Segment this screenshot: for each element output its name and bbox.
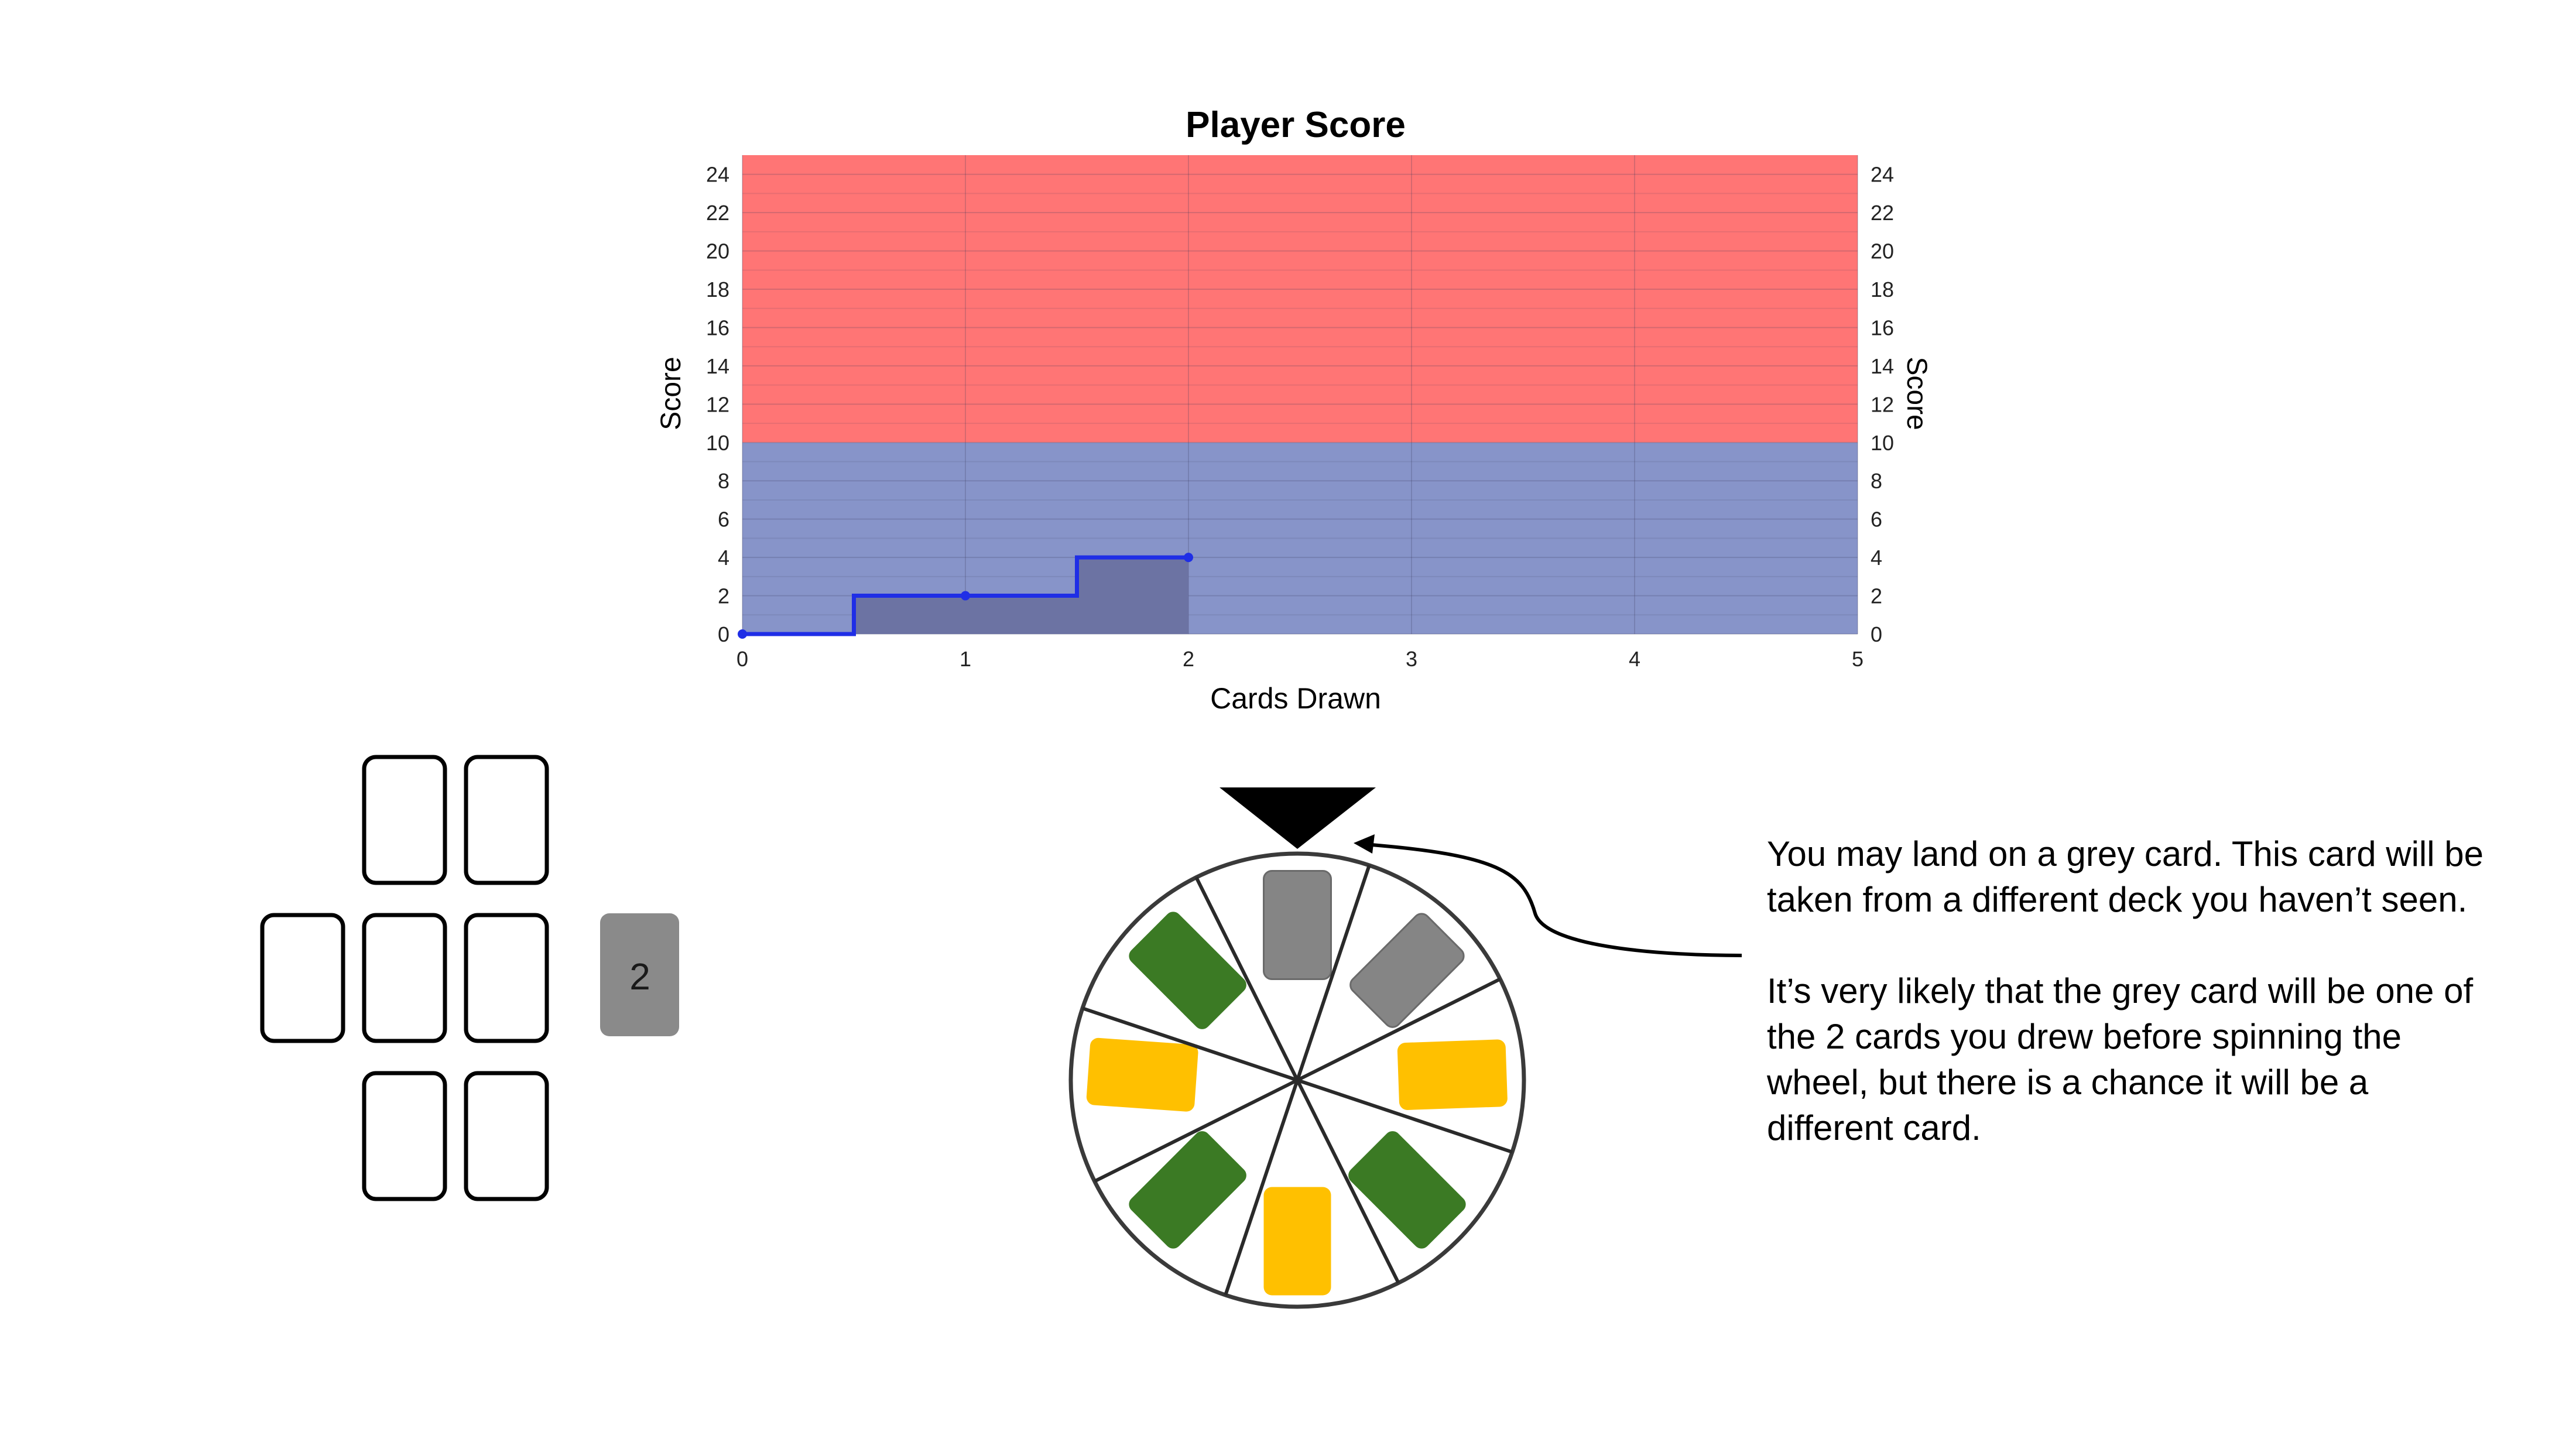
wheel-divider (1224, 1080, 1299, 1296)
y-tick-label-left: 0 (718, 622, 729, 646)
y-tick-label-left: 6 (718, 508, 729, 532)
card-slot-5 (464, 913, 549, 1043)
annotation-text: You may land on a grey card. This card w… (1767, 831, 2499, 1151)
chart-grid (742, 155, 1858, 635)
y-tick-label-right: 16 (1871, 316, 1894, 340)
y-tick-label-left: 2 (718, 584, 729, 608)
y-axis-label-right: Score (1901, 357, 1932, 430)
wheel-dividers (1082, 865, 1513, 1296)
y-tick-label-right: 4 (1871, 546, 1882, 570)
wheel-divider (1296, 865, 1371, 1081)
y-tick-label-right: 20 (1871, 239, 1894, 263)
annotation-paragraph-2: It’s very likely that the grey card will… (1767, 971, 2474, 1147)
y-tick-label-left: 16 (706, 316, 729, 340)
card-slot-1 (362, 755, 447, 885)
annotation-paragraph-1: You may land on a grey card. This card w… (1767, 834, 2483, 919)
y-tick-label-left: 24 (706, 163, 729, 187)
y-tick-label-right: 0 (1871, 622, 1882, 646)
y-tick-label-left: 8 (718, 469, 729, 493)
card-slot-4 (362, 913, 447, 1043)
wheel-card-grey (1263, 870, 1332, 980)
x-tick-label: 5 (1852, 647, 1864, 671)
wheel-divider (1296, 1079, 1400, 1284)
y-tick-label-right: 14 (1871, 354, 1894, 378)
wheel-pointer-icon (1220, 787, 1376, 849)
wheel-divider (1296, 977, 1501, 1082)
wheel-card-yellow (1263, 1187, 1331, 1296)
x-tick-label: 1 (960, 647, 971, 671)
y-tick-label-left: 4 (718, 546, 729, 570)
x-tick-label: 2 (1183, 647, 1194, 671)
score-line (738, 553, 1193, 639)
wheel-card-yellow (1397, 1039, 1508, 1110)
y-tick-label-right: 2 (1871, 584, 1882, 608)
y-tick-label-left: 20 (706, 239, 729, 263)
y-tick-label-left: 14 (706, 354, 729, 378)
y-tick-label-right: 8 (1871, 469, 1882, 493)
card-slot-2 (464, 755, 549, 885)
annotation-arrow (1364, 842, 1742, 957)
wheel-card-green (1129, 912, 1246, 1029)
y-tick-label-right: 10 (1871, 431, 1894, 455)
x-tick-label: 4 (1629, 647, 1640, 671)
y-tick-label-left: 18 (706, 278, 729, 302)
x-tick-label: 0 (737, 647, 748, 671)
score-point (738, 629, 747, 639)
x-tick-label: 3 (1406, 647, 1417, 671)
wheel-divider (1297, 1078, 1513, 1154)
wheel-divider (1094, 1078, 1299, 1183)
drawn-card: 2 (600, 913, 679, 1036)
wheel-card-grey (1349, 913, 1465, 1028)
score-zones (742, 155, 1858, 634)
wheel-divider (1194, 876, 1299, 1081)
y-tick-label-right: 6 (1871, 508, 1882, 532)
score-point (961, 591, 970, 601)
score-point (1184, 553, 1193, 563)
card-slot-6 (362, 1071, 447, 1201)
chart-title: Player Score (1186, 105, 1406, 145)
wheel-card-yellow (1086, 1037, 1198, 1112)
card-slot-7 (464, 1071, 549, 1201)
y-tick-label-right: 24 (1871, 163, 1894, 187)
x-axis-ticks: 0 1 2 3 4 5 (737, 647, 1864, 671)
y-tick-label-right: 18 (1871, 278, 1894, 302)
x-axis-label: Cards Drawn (1210, 682, 1381, 715)
drawn-card-value: 2 (629, 955, 650, 998)
y-axis-label-left: Score (656, 357, 687, 430)
y-tick-label-left: 12 (706, 392, 729, 416)
card-slot-3 (260, 913, 345, 1043)
wheel-card-green (1129, 1131, 1246, 1249)
score-zone-1 (742, 155, 1858, 443)
y-tick-label-right: 22 (1871, 201, 1894, 225)
wheel-rim (1068, 851, 1526, 1309)
y-tick-label-right: 12 (1871, 392, 1894, 416)
y-tick-label-left: 10 (706, 431, 729, 455)
wheel-divider (1082, 1006, 1298, 1082)
wheel-card-green (1348, 1131, 1466, 1249)
arrowhead-icon (1354, 834, 1375, 854)
y-tick-label-left: 22 (706, 201, 729, 225)
